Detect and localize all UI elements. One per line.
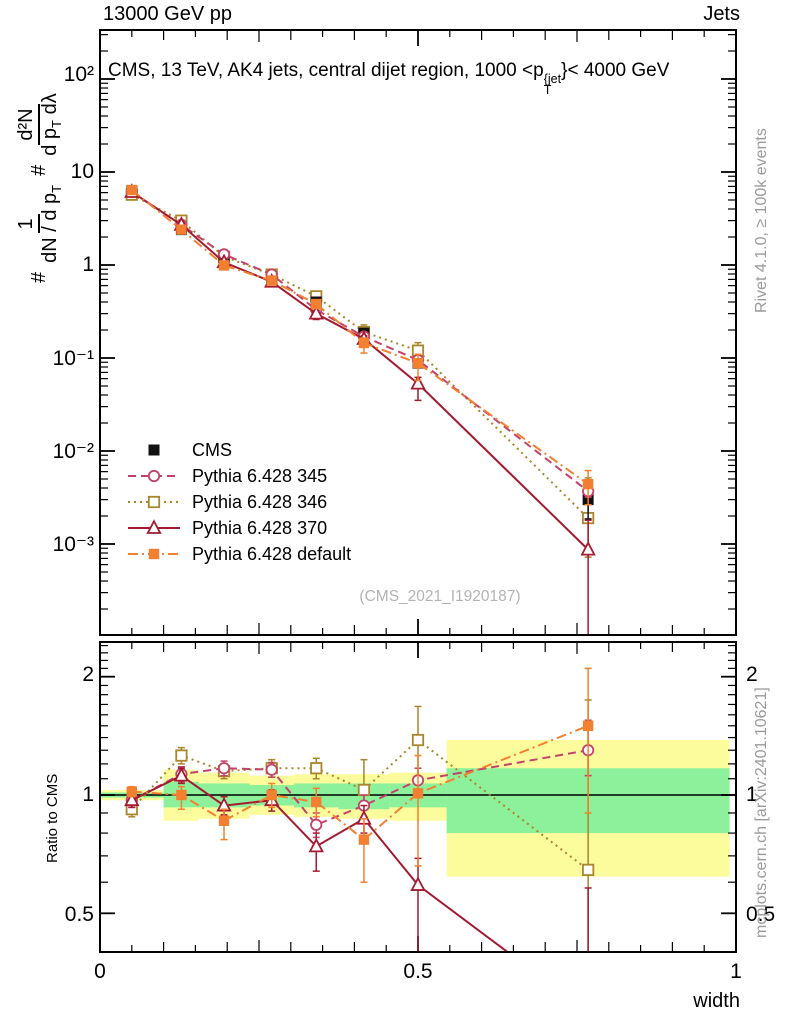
main-ytick-1e-1: 10⁻¹ xyxy=(52,347,94,370)
legend: CMS Pythia 6.428 345 Pythia 6.428 346 Py… xyxy=(127,437,351,567)
beam-energy-label: 13000 GeV pp xyxy=(103,3,232,25)
legend-marker-pythia-370 xyxy=(128,519,180,534)
ratio-y-axis-title: Ratio to CMS xyxy=(44,773,61,863)
legend-marker-cms xyxy=(148,444,160,456)
legend-label: Pythia 6.428 345 xyxy=(192,465,328,486)
ratio-ytick-right-2: 2 xyxy=(746,663,758,686)
legend-label: Pythia 6.428 370 xyxy=(192,517,328,538)
legend-item-cms: CMS xyxy=(127,437,351,463)
legend-marker-pythia-default xyxy=(128,548,180,560)
main-ytick-1e-3: 10⁻³ xyxy=(52,533,94,556)
legend-label: CMS xyxy=(192,439,232,460)
mcplots-citation-note: mcplots.cern.ch [arXiv:2401.10621] xyxy=(753,687,770,938)
legend-item-pythia-370: Pythia 6.428 370 xyxy=(127,515,351,541)
analysis-group-label: Jets xyxy=(703,3,740,25)
xtick-1: 1 xyxy=(730,960,742,983)
legend-item-pythia-346: Pythia 6.428 346 xyxy=(127,489,351,515)
xtick-0: 0 xyxy=(94,960,106,983)
main-panel-frame xyxy=(99,29,737,636)
legend-marker-pythia-345 xyxy=(128,469,180,483)
ratio-ytick-right-05: 0.5 xyxy=(746,903,776,926)
xtick-05: 0.5 xyxy=(403,960,433,983)
legend-item-pythia-default: Pythia 6.428 default xyxy=(127,541,351,567)
analysis-id-watermark: (CMS_2021_I1920187) xyxy=(359,588,521,605)
main-ytick-1e1: 10 xyxy=(70,160,94,183)
series-main-pythia-default xyxy=(126,184,594,506)
ratio-panel-frame xyxy=(99,641,737,953)
main-ytick-1: 1 xyxy=(82,253,94,276)
legend-item-pythia-345: Pythia 6.428 345 xyxy=(127,463,351,489)
legend-label: Pythia 6.428 default xyxy=(192,543,352,564)
plot-title: CMS, 13 TeV, AK4 jets, central dijet reg… xyxy=(108,60,670,97)
ratio-ytick-left-1: 1 xyxy=(82,783,94,806)
ratio-ytick-left-2: 2 xyxy=(82,663,94,686)
rivet-version-note: Rivet 4.1.0, ≥ 100k events xyxy=(753,128,770,313)
main-ytick-1e-2: 10⁻² xyxy=(52,440,94,463)
main-ytick-1e2: 10² xyxy=(63,63,94,86)
legend-label: Pythia 6.428 346 xyxy=(192,491,328,512)
ratio-ytick-left-05: 0.5 xyxy=(64,903,94,926)
x-axis-title: width xyxy=(693,990,740,1012)
ylabel-fraction-2: d²N d pT dλ xyxy=(15,93,64,156)
legend-marker-pythia-346 xyxy=(128,495,180,509)
ratio-ytick-right-1: 1 xyxy=(746,783,758,806)
ratio-uncertainty-bands xyxy=(101,740,730,877)
series-ratio-pythia-default xyxy=(126,667,594,883)
ylabel-fraction-1: 1 dN / d pT xyxy=(15,184,64,263)
